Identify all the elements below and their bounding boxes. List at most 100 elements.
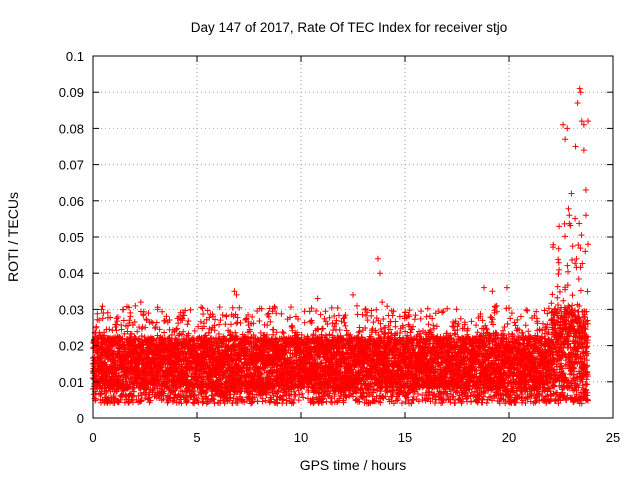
data-point xyxy=(140,312,147,319)
data-point xyxy=(163,313,170,320)
data-point xyxy=(185,330,192,337)
data-point xyxy=(319,325,326,332)
data-point xyxy=(200,311,207,318)
data-point xyxy=(113,327,120,334)
data-point xyxy=(197,318,204,325)
data-point xyxy=(124,328,131,335)
data-point xyxy=(160,388,167,395)
data-point xyxy=(118,394,125,401)
data-point xyxy=(112,324,119,331)
data-point xyxy=(299,390,306,397)
data-point xyxy=(279,329,286,336)
data-point xyxy=(113,321,120,328)
data-point xyxy=(120,317,127,324)
data-point xyxy=(125,374,132,381)
data-point xyxy=(128,330,135,337)
data-point xyxy=(198,304,205,311)
data-point xyxy=(118,326,125,333)
data-point xyxy=(223,313,230,320)
data-point xyxy=(354,302,361,309)
data-point xyxy=(97,391,104,398)
data-point xyxy=(301,319,308,326)
data-point xyxy=(156,326,163,333)
data-point xyxy=(127,313,134,320)
data-point xyxy=(317,311,324,318)
data-point xyxy=(363,312,370,319)
data-point xyxy=(177,396,184,403)
data-point xyxy=(175,346,182,353)
data-point xyxy=(222,321,229,328)
data-point xyxy=(113,315,120,322)
data-point xyxy=(114,314,121,321)
data-point xyxy=(227,321,234,328)
data-point xyxy=(149,388,156,395)
data-point xyxy=(216,321,223,328)
data-point xyxy=(142,324,149,331)
data-point xyxy=(364,317,371,324)
data-point xyxy=(99,315,106,322)
data-point xyxy=(181,312,188,319)
data-point xyxy=(187,306,194,313)
data-point xyxy=(288,323,295,330)
data-point xyxy=(307,318,314,325)
data-point xyxy=(174,325,181,332)
data-point xyxy=(256,318,263,325)
data-point xyxy=(362,305,369,312)
data-point xyxy=(147,397,154,404)
data-point xyxy=(101,332,108,339)
data-point xyxy=(336,327,343,334)
data-point xyxy=(129,399,136,406)
data-point xyxy=(178,331,185,338)
data-point xyxy=(141,334,148,341)
data-point xyxy=(93,324,100,331)
data-point xyxy=(185,317,192,324)
data-point xyxy=(184,398,191,405)
data-point xyxy=(356,324,363,331)
data-point xyxy=(167,395,174,402)
data-point xyxy=(264,322,271,329)
data-point xyxy=(182,307,189,314)
data-point xyxy=(334,305,341,312)
data-point xyxy=(92,395,99,402)
data-point xyxy=(120,306,127,313)
data-point xyxy=(161,329,168,336)
data-point xyxy=(127,381,134,388)
data-point xyxy=(99,303,106,310)
data-point xyxy=(128,376,135,383)
data-point xyxy=(143,385,150,392)
data-point xyxy=(301,308,308,315)
data-point xyxy=(335,312,342,319)
data-point xyxy=(96,317,103,324)
data-point xyxy=(117,397,124,404)
data-point xyxy=(106,326,113,333)
data-point xyxy=(178,400,185,407)
data-point xyxy=(114,318,121,325)
data-point xyxy=(138,333,145,340)
data-point xyxy=(168,331,175,338)
data-point xyxy=(176,313,183,320)
data-point xyxy=(237,319,244,326)
data-points xyxy=(89,85,592,407)
data-point xyxy=(154,306,161,313)
data-point xyxy=(119,335,126,342)
data-point xyxy=(180,328,187,335)
data-point xyxy=(121,330,128,337)
data-point xyxy=(341,319,348,326)
data-point xyxy=(152,325,159,332)
data-point xyxy=(114,397,121,404)
data-point xyxy=(373,306,380,313)
data-point xyxy=(369,325,376,332)
data-point xyxy=(116,373,123,380)
data-point xyxy=(150,335,157,342)
data-point xyxy=(107,314,114,321)
data-point xyxy=(153,319,160,326)
data-point xyxy=(152,324,159,331)
data-point xyxy=(159,308,166,315)
data-point xyxy=(161,317,168,324)
data-point xyxy=(140,308,147,315)
data-point xyxy=(184,321,191,328)
data-point xyxy=(97,350,104,357)
data-point xyxy=(131,319,138,326)
data-point xyxy=(111,396,118,403)
data-point xyxy=(328,304,335,311)
